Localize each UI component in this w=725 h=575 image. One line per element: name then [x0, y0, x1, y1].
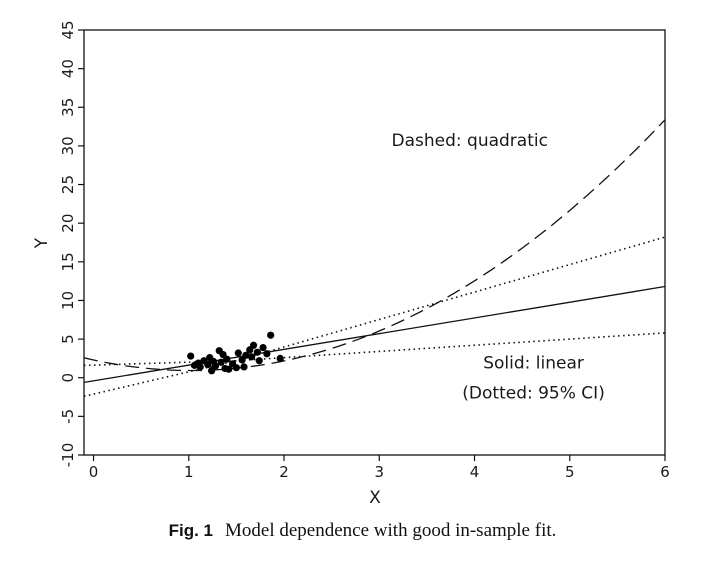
data-point [223, 355, 231, 363]
x-axis-label: X [369, 488, 381, 508]
chart-annotation: (Dotted: 95% CI) [462, 384, 605, 404]
data-point [225, 365, 233, 373]
figure-caption: Fig. 1 Model dependence with good in-samp… [0, 520, 725, 542]
y-tick-label: 45 [59, 20, 77, 39]
y-tick-label: 25 [59, 175, 77, 194]
y-tick-label: 40 [59, 59, 77, 78]
data-point [249, 341, 258, 349]
x-tick-label: 0 [89, 463, 99, 481]
data-point [217, 358, 225, 366]
figure-caption-text: Model dependence with good in-sample fit… [225, 520, 557, 541]
chart-annotation: Solid: linear [483, 353, 584, 373]
plot-frame [83, 29, 666, 456]
y-tick-label: -5 [59, 409, 77, 424]
x-tick-label: 5 [565, 463, 575, 481]
data-point [267, 331, 275, 339]
data-point [259, 343, 267, 352]
x-tick-label: 6 [660, 463, 670, 481]
x-tick-label: 1 [184, 463, 194, 481]
figure-label: Fig. 1 [168, 521, 214, 540]
x-tick-label: 3 [374, 463, 384, 481]
data-point [255, 357, 263, 365]
data-point [276, 354, 284, 363]
data-point [187, 352, 195, 360]
series-line-quadratic [84, 119, 665, 372]
data-point [253, 348, 261, 356]
data-point [211, 362, 220, 370]
y-tick-label: 15 [59, 252, 77, 271]
data-point [204, 360, 212, 369]
data-point [196, 363, 204, 371]
data-point [234, 349, 242, 357]
data-point [242, 351, 250, 359]
series-line-linear [84, 285, 665, 384]
chart-annotation: Dashed: quadratic [392, 131, 548, 151]
y-tick-label: 10 [59, 291, 77, 310]
y-tick-label: 20 [59, 214, 77, 233]
y-tick-label: 0 [59, 373, 77, 383]
x-tick-label: 2 [279, 463, 289, 481]
data-point [263, 350, 271, 358]
y-tick-label: 30 [59, 136, 77, 155]
series-line-ci-lower [84, 332, 665, 367]
y-axis-label: Y [32, 237, 52, 249]
y-tick-label: -10 [59, 443, 77, 468]
y-tick-label: 5 [59, 334, 77, 344]
data-point [248, 353, 256, 361]
x-tick-label: 4 [470, 463, 480, 481]
data-point [240, 363, 248, 371]
data-point [232, 364, 240, 372]
y-tick-label: 35 [59, 98, 77, 117]
